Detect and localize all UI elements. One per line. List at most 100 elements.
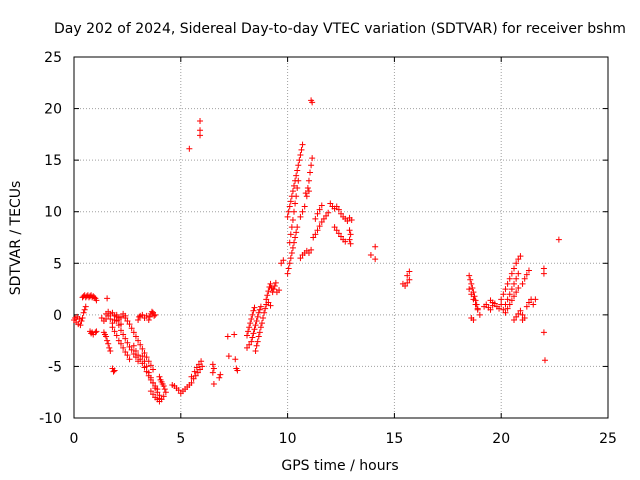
data-point xyxy=(136,313,143,320)
data-point xyxy=(175,387,182,394)
data-point xyxy=(285,265,292,272)
data-point xyxy=(139,345,146,352)
data-point xyxy=(289,244,296,251)
data-point xyxy=(303,193,310,200)
data-point xyxy=(160,393,167,400)
data-point xyxy=(253,342,260,349)
data-point xyxy=(293,172,300,179)
data-point xyxy=(517,307,524,314)
data-point xyxy=(474,306,481,313)
data-point xyxy=(122,348,129,355)
data-point xyxy=(297,213,304,220)
data-point xyxy=(314,227,321,234)
data-point xyxy=(249,311,256,318)
data-point xyxy=(209,361,216,368)
data-point xyxy=(264,292,271,299)
data-point xyxy=(267,280,274,287)
data-point xyxy=(347,240,354,247)
data-point xyxy=(217,371,224,378)
data-point xyxy=(143,354,150,361)
data-point xyxy=(132,333,139,340)
data-point xyxy=(130,329,137,336)
data-point xyxy=(292,234,299,241)
data-point xyxy=(297,151,304,158)
data-point xyxy=(98,314,105,321)
data-point xyxy=(372,243,379,250)
y-tick-label: 5 xyxy=(53,256,62,272)
data-point xyxy=(338,210,344,217)
data-point xyxy=(515,256,522,263)
data-point xyxy=(126,343,133,350)
data-point xyxy=(323,212,330,219)
data-point xyxy=(124,352,131,359)
data-point xyxy=(148,308,155,315)
data-point xyxy=(294,224,301,231)
data-point xyxy=(513,313,520,320)
data-point xyxy=(502,309,509,316)
data-point xyxy=(284,213,291,220)
data-point xyxy=(122,314,129,321)
data-point xyxy=(254,313,261,320)
data-point xyxy=(515,285,522,292)
data-point xyxy=(244,332,251,339)
data-point xyxy=(191,368,198,375)
data-point xyxy=(304,184,311,191)
data-point xyxy=(124,339,131,346)
data-point xyxy=(316,223,323,230)
y-tick-label: -10 xyxy=(39,411,62,427)
data-point xyxy=(470,296,477,303)
data-point xyxy=(508,297,515,304)
data-point xyxy=(224,333,231,340)
data-point xyxy=(79,314,86,321)
data-point xyxy=(372,256,379,263)
data-point xyxy=(515,270,522,277)
data-point xyxy=(318,202,325,209)
data-point xyxy=(135,317,142,324)
data-point xyxy=(156,395,163,402)
data-point xyxy=(132,347,139,354)
x-tick-label: 15 xyxy=(385,431,403,447)
data-point xyxy=(106,344,113,351)
data-point xyxy=(150,391,157,398)
data-point xyxy=(284,270,291,277)
data-point xyxy=(523,271,530,278)
data-point xyxy=(483,301,490,308)
data-point xyxy=(470,317,477,324)
data-point xyxy=(285,208,292,215)
data-point xyxy=(367,252,374,259)
data-point xyxy=(260,314,267,321)
data-point xyxy=(80,309,87,316)
data-point xyxy=(517,253,524,260)
data-point xyxy=(256,329,263,336)
data-point xyxy=(234,367,241,374)
data-point xyxy=(288,224,295,231)
data-point xyxy=(325,209,332,216)
y-tick-label: 10 xyxy=(44,205,62,221)
data-point xyxy=(532,296,539,303)
x-axis-label: GPS time / hours xyxy=(281,458,398,474)
data-point xyxy=(525,267,532,274)
data-point xyxy=(320,215,327,222)
data-point xyxy=(105,340,112,347)
y-tick-label: -5 xyxy=(48,359,62,375)
data-point xyxy=(152,311,159,318)
data-point xyxy=(338,233,344,240)
data-point xyxy=(255,309,262,316)
data-point xyxy=(335,206,342,213)
data-point xyxy=(257,324,264,331)
data-point xyxy=(519,280,526,287)
data-point xyxy=(111,328,118,335)
data-point xyxy=(467,276,474,283)
data-point xyxy=(506,275,513,282)
data-point xyxy=(296,157,303,164)
data-point xyxy=(192,372,199,379)
data-point xyxy=(348,216,355,223)
data-point xyxy=(276,287,283,294)
data-point xyxy=(161,386,168,393)
data-point xyxy=(295,162,302,169)
data-point xyxy=(257,303,264,310)
data-point xyxy=(312,231,319,238)
data-point xyxy=(406,276,413,283)
data-point xyxy=(145,317,152,324)
data-point xyxy=(258,320,265,327)
